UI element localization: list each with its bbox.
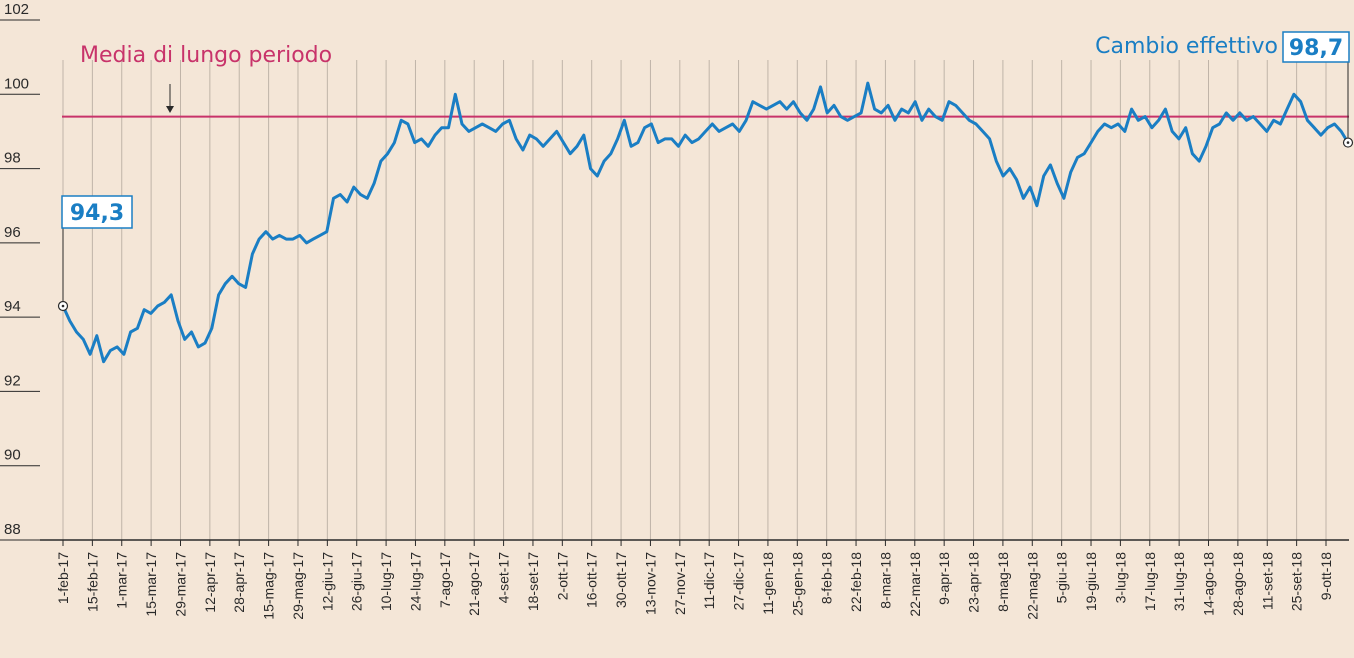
start-value-box — [61, 195, 133, 229]
x-tick-label: 28-apr-17 — [231, 552, 247, 613]
x-tick-label: 15-mag-17 — [261, 552, 277, 620]
x-tick-label: 25-gen-18 — [789, 552, 805, 616]
x-tick-label: 8-mar-18 — [877, 552, 893, 609]
x-tick-label: 15-mar-17 — [143, 552, 159, 617]
x-tick-label: 10-lug-17 — [378, 552, 394, 611]
x-tick-label: 31-lug-18 — [1171, 552, 1187, 611]
x-tick-label: 11-set-18 — [1259, 552, 1275, 610]
x-tick-label: 23-apr-18 — [966, 552, 982, 613]
x-tick-label: 26-giu-17 — [349, 552, 365, 611]
x-tick-label: 29-mag-17 — [290, 552, 306, 620]
x-tick-label: 11-dic-17 — [701, 552, 717, 610]
x-axis: 1-feb-17 15-feb-17 1-mar-17 15-mar-17 29-mar… — [40, 539, 1349, 620]
x-tick-label: 19-giu-18 — [1083, 552, 1099, 611]
y-tick-label: 102 — [4, 1, 29, 18]
series-group — [57, 62, 1354, 364]
reference-line-label: Media di lungo periodo — [80, 43, 332, 68]
x-tick-label: 4-set-17 — [496, 552, 512, 604]
x-tick-label: 30-ott-17 — [613, 552, 629, 608]
gridlines — [62, 60, 1327, 540]
start-value-label: 94,3 — [70, 201, 124, 226]
x-tick-label: 18-set-17 — [525, 552, 541, 611]
end-value-box — [1282, 31, 1350, 63]
x-tick-label: 12-giu-17 — [319, 552, 335, 611]
x-tick-label: 22-mar-18 — [907, 552, 923, 617]
annotations: Media di lungo periodo Cambio effettivo … — [61, 31, 1350, 229]
x-tick-label: 28-ago-18 — [1230, 552, 1246, 616]
x-tick-label: 8-feb-18 — [819, 552, 835, 604]
y-tick-label: 100 — [4, 75, 29, 92]
x-tick-label: 27-nov-17 — [672, 552, 688, 615]
x-tick-label: 8-mag-18 — [995, 552, 1011, 612]
x-tick-label: 7-ago-17 — [437, 552, 453, 608]
x-tick-label: 3-lug-18 — [1112, 552, 1128, 604]
y-tick-label: 88 — [4, 521, 21, 538]
y-tick-label: 98 — [4, 150, 21, 167]
series-line-cambio-effettivo — [61, 81, 1350, 364]
y-tick-label: 90 — [4, 447, 21, 464]
x-tick-label: 12-apr-17 — [202, 552, 218, 613]
x-tick-label: 1-mar-17 — [114, 552, 130, 609]
x-tick-label: 21-ago-17 — [466, 552, 482, 616]
y-tick-label: 92 — [4, 372, 21, 389]
x-tick-label: 27-dic-17 — [731, 552, 747, 611]
x-tick-label: 5-giu-18 — [1054, 552, 1070, 604]
start-marker-dot — [61, 304, 65, 308]
reference-pointer-arrow — [166, 106, 174, 113]
x-tick-label: 13-nov-17 — [642, 552, 658, 615]
x-tick-label: 2-ott-17 — [554, 552, 570, 600]
y-tick-label: 96 — [4, 224, 21, 241]
y-axis: 88 90 92 94 96 98 100 102 — [0, 1, 40, 541]
end-value-label: 98,7 — [1289, 36, 1343, 61]
x-tick-label: 15-feb-17 — [84, 552, 100, 612]
x-tick-label: 1-feb-17 — [55, 552, 71, 604]
x-tick-label: 25-set-18 — [1289, 552, 1305, 611]
x-tick-label: 14-ago-18 — [1201, 552, 1217, 616]
x-tick-label: 22-feb-18 — [848, 552, 864, 612]
x-tick-label: 9-ott-18 — [1318, 552, 1334, 600]
x-tick-label: 16-ott-17 — [584, 552, 600, 608]
y-tick-label: 94 — [4, 298, 21, 315]
end-marker-dot — [1346, 141, 1350, 144]
x-tick-label: 11-gen-18 — [760, 552, 776, 615]
x-tick-label: 22-mag-18 — [1024, 552, 1040, 620]
x-tick-label: 24-lug-17 — [407, 552, 423, 611]
x-tick-label: 9-apr-18 — [936, 552, 952, 605]
series-label: Cambio effettivo — [1095, 34, 1278, 59]
x-tick-label: 17-lug-18 — [1142, 552, 1158, 611]
x-tick-label: 29-mar-17 — [172, 552, 188, 617]
